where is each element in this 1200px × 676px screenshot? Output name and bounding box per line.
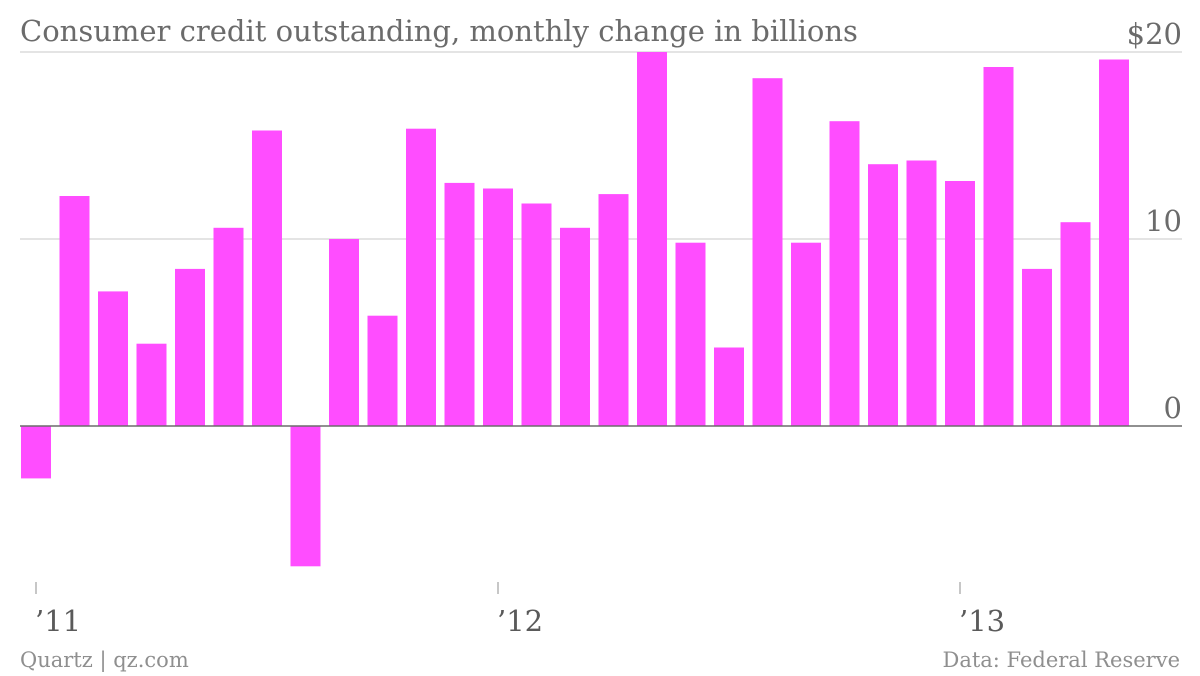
bar [945, 181, 975, 426]
bar [637, 52, 667, 426]
bars [21, 52, 1129, 567]
y-tick-label: 0 [1164, 391, 1182, 425]
bar [367, 315, 398, 426]
bar [175, 268, 205, 426]
x-tick-label: ’13 [959, 604, 1005, 638]
bar [752, 78, 783, 426]
x-tick-label: ’12 [497, 604, 543, 638]
x-tick-label: ’11 [35, 604, 81, 638]
bar [521, 203, 552, 426]
bar [136, 343, 167, 426]
bar [560, 227, 590, 426]
bar [868, 164, 898, 426]
bar [329, 239, 359, 426]
bar [406, 128, 436, 426]
y-axis-ticks: 0 10 $20 [1127, 17, 1182, 425]
bar [829, 121, 860, 426]
bar [444, 182, 475, 426]
data-source: Data: Federal Reserve [942, 648, 1180, 672]
bar [21, 426, 51, 479]
x-axis-ticks: ’11 ’12 ’13 [35, 582, 1005, 638]
bar [290, 426, 321, 567]
chart-title: Consumer credit outstanding, monthly cha… [20, 14, 858, 48]
y-tick-label: 10 [1145, 204, 1182, 238]
bar [1099, 59, 1129, 426]
bar [59, 196, 90, 426]
bar [252, 130, 282, 426]
source-credit: Quartz | qz.com [20, 648, 189, 673]
bar [598, 194, 629, 426]
bar [983, 67, 1014, 426]
y-tick-label: $20 [1127, 17, 1182, 51]
bar [213, 227, 244, 426]
bar [1060, 222, 1091, 426]
bar [98, 291, 128, 426]
bar [675, 242, 706, 426]
bar [791, 242, 821, 426]
bar [906, 160, 937, 426]
bar [714, 347, 744, 426]
bar [1022, 268, 1052, 426]
bar [483, 188, 513, 426]
